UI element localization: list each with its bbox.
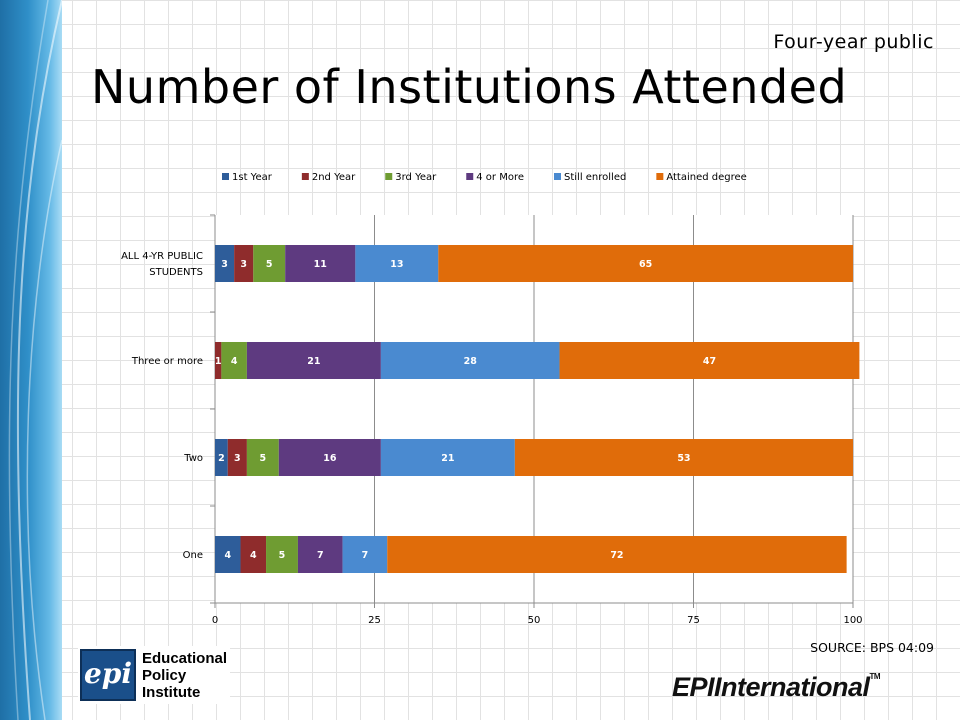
- data-label: 2: [218, 453, 225, 464]
- decorative-side-bar: [0, 0, 62, 720]
- data-label: 4: [250, 550, 257, 561]
- data-label: 3: [234, 453, 241, 464]
- bar-segment: [215, 536, 241, 573]
- legend-swatch: [466, 173, 474, 180]
- epi-name: Educational Policy Institute: [142, 650, 227, 701]
- data-label: 16: [323, 453, 337, 464]
- bar-segment: [221, 342, 247, 379]
- trademark-mark: TM: [869, 672, 881, 681]
- legend-label: Attained degree: [666, 172, 746, 183]
- data-label: 72: [610, 550, 623, 561]
- x-tick-label: 100: [843, 615, 862, 626]
- bar-segment: [240, 536, 267, 573]
- bar-segment: [215, 342, 222, 379]
- data-label: 7: [362, 550, 369, 561]
- epi-international-logo: EPIInternationalTM: [672, 672, 881, 703]
- bar-segment: [215, 439, 228, 476]
- slide-subtitle: Four-year public: [773, 31, 934, 53]
- data-label: 28: [464, 356, 478, 367]
- category-label: STUDENTS: [149, 267, 203, 278]
- bar-segment: [234, 245, 254, 282]
- category-label: Three or more: [131, 356, 203, 367]
- data-label: 13: [390, 259, 403, 270]
- bar-segment: [266, 536, 298, 573]
- epi-name-line-1: Educational: [142, 650, 228, 667]
- legend-swatch: [656, 173, 664, 180]
- bar-segment: [380, 439, 515, 476]
- decorative-swoosh-lines: [8, 0, 62, 720]
- legend-label: 2nd Year: [312, 172, 356, 183]
- category-label: ALL 4-YR PUBLIC: [121, 251, 203, 262]
- bar-segment: [380, 342, 560, 379]
- x-tick-label: 25: [368, 615, 381, 626]
- bar-segment: [285, 245, 356, 282]
- data-label: 11: [314, 259, 327, 270]
- epi-name-line-2: Policy: [142, 667, 187, 684]
- data-label: 4: [231, 356, 238, 367]
- data-label: 5: [266, 259, 273, 270]
- bar-segment: [253, 245, 286, 282]
- bar-segment: [297, 536, 343, 573]
- bar-segment: [342, 536, 388, 573]
- bar-segment: [215, 245, 235, 282]
- data-label: 5: [260, 453, 267, 464]
- data-label: 7: [317, 550, 324, 561]
- bar-segment: [438, 245, 853, 282]
- epi-name-line-3: Institute: [142, 684, 201, 701]
- bar-segment: [387, 536, 847, 573]
- legend-swatch: [385, 173, 393, 180]
- category-label: Two: [183, 453, 203, 464]
- data-label: 5: [279, 550, 286, 561]
- legend-swatch: [301, 173, 309, 180]
- epi-international-wordmark: EPIInternational: [672, 672, 870, 702]
- bar-segment: [278, 439, 381, 476]
- legend-label: Still enrolled: [564, 172, 626, 183]
- legend-label: 3rd Year: [395, 172, 437, 183]
- category-label: One: [183, 550, 203, 561]
- bar-segment: [514, 439, 853, 476]
- data-label: 47: [703, 356, 716, 367]
- data-label: 1: [215, 356, 222, 367]
- data-label: 4: [224, 550, 231, 561]
- data-label: 3: [221, 259, 228, 270]
- x-tick-label: 50: [528, 615, 541, 626]
- epi-logo: epi Educational Policy Institute: [78, 646, 230, 704]
- x-tick-label: 0: [212, 615, 218, 626]
- source-note: SOURCE: BPS 04:09: [810, 640, 934, 655]
- x-tick-label: 75: [687, 615, 700, 626]
- slide-title: Number of Institutions Attended: [91, 60, 848, 114]
- bar-segment: [246, 439, 279, 476]
- legend-label: 1st Year: [232, 172, 273, 183]
- legend-label: 4 or More: [476, 172, 524, 183]
- bar-segment: [246, 342, 381, 379]
- data-label: 65: [639, 259, 652, 270]
- data-label: 3: [240, 259, 247, 270]
- data-label: 53: [677, 453, 690, 464]
- data-label: 21: [441, 453, 454, 464]
- bar-segment: [355, 245, 439, 282]
- legend-swatch: [222, 173, 229, 180]
- bar-segment: [559, 342, 860, 379]
- epi-badge: epi: [80, 649, 136, 701]
- bar-segment: [227, 439, 247, 476]
- legend-swatch: [554, 173, 561, 180]
- data-label: 21: [307, 356, 320, 367]
